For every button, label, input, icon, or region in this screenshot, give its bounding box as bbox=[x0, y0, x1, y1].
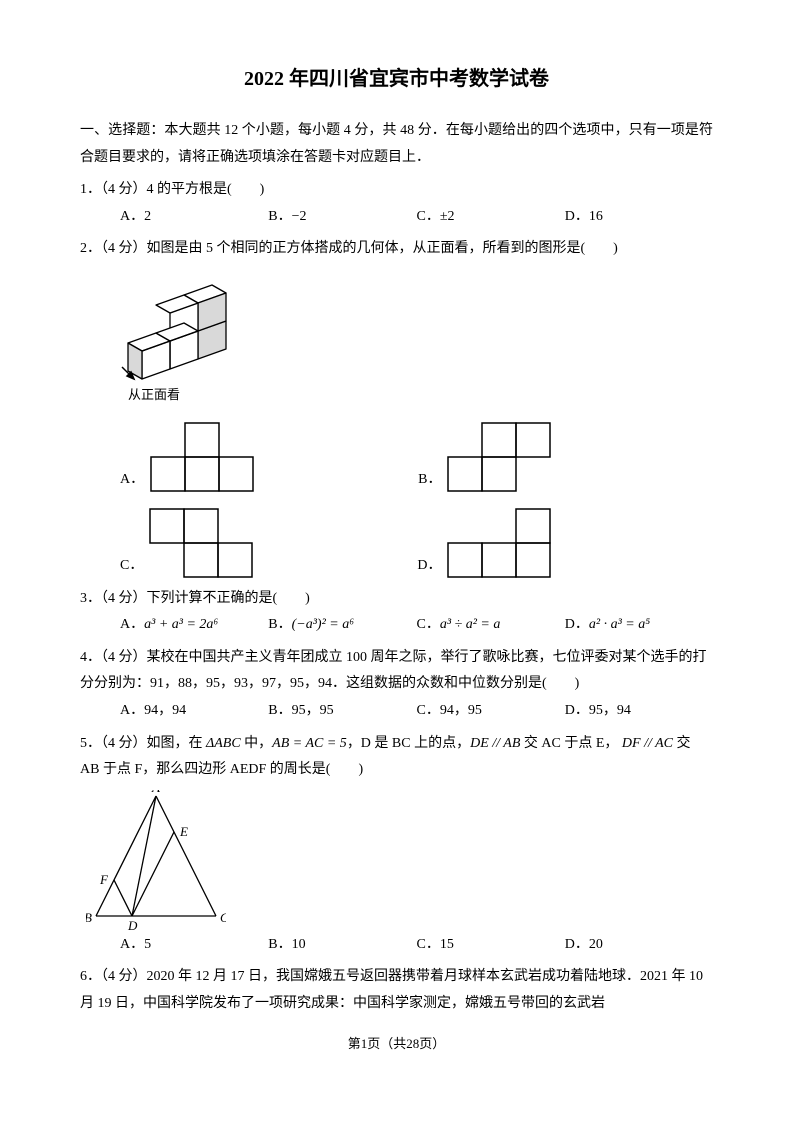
svg-text:D: D bbox=[127, 918, 138, 930]
q2-opt-c-label: C． bbox=[120, 553, 143, 580]
q5-stem: 5．（4 分）如图，在 ΔABC 中，AB = AC = 5，D 是 BC 上的… bbox=[80, 731, 713, 784]
q3-opt-d: D．a² · a³ = a⁵ bbox=[565, 612, 713, 639]
q3-opt-b: B．(−a³)² = a⁶ bbox=[268, 612, 416, 639]
svg-text:B: B bbox=[86, 910, 92, 925]
q4-opt-a: A．94，94 bbox=[120, 698, 268, 725]
q5-opt-c: C．15 bbox=[417, 932, 565, 959]
q2-cube-figure bbox=[120, 271, 713, 381]
svg-text:E: E bbox=[179, 824, 188, 839]
q5-opt-b: B．10 bbox=[268, 932, 416, 959]
page-footer: 第1页（共28页） bbox=[80, 1032, 713, 1057]
q2-view-label: 从正面看 bbox=[128, 383, 713, 408]
question-2: 2．（4 分）如图是由 5 个相同的正方体搭成的几何体，从正面看，所看到的图形是… bbox=[80, 236, 713, 579]
q4-opt-d: D．95，94 bbox=[565, 698, 713, 725]
q1-opt-a: A．2 bbox=[120, 204, 268, 231]
q2-opt-c-figure bbox=[149, 508, 257, 580]
q1-stem: 1．（4 分）4 的平方根是( ) bbox=[80, 177, 713, 204]
svg-text:C: C bbox=[220, 910, 226, 925]
q2-opt-a-label: A． bbox=[120, 467, 144, 494]
q1-opt-d: D．16 bbox=[565, 204, 713, 231]
question-1: 1．（4 分）4 的平方根是( ) A．2 B．−2 C．±2 D．16 bbox=[80, 177, 713, 230]
question-5: 5．（4 分）如图，在 ΔABC 中，AB = AC = 5，D 是 BC 上的… bbox=[80, 731, 713, 959]
q4-stem: 4．（4 分）某校在中国共产主义青年团成立 100 周年之际，举行了歌咏比赛，七… bbox=[80, 645, 713, 698]
question-6: 6．（4 分）2020 年 12 月 17 日，我国嫦娥五号返回器携带着月球样本… bbox=[80, 964, 713, 1017]
q2-stem: 2．（4 分）如图是由 5 个相同的正方体搭成的几何体，从正面看，所看到的图形是… bbox=[80, 236, 713, 263]
q2-opt-d-label: D． bbox=[417, 553, 441, 580]
q5-opt-a: A．5 bbox=[120, 932, 268, 959]
q2-opt-b-figure bbox=[447, 422, 555, 494]
q3-stem: 3．（4 分）下列计算不正确的是( ) bbox=[80, 586, 713, 613]
svg-text:F: F bbox=[99, 872, 109, 887]
q4-opt-b: B．95，95 bbox=[268, 698, 416, 725]
q2-opt-b-label: B． bbox=[418, 467, 441, 494]
section-1-header: 一、选择题：本大题共 12 个小题，每小题 4 分，共 48 分．在每小题给出的… bbox=[80, 118, 713, 171]
q2-opt-a-figure bbox=[150, 422, 258, 494]
question-4: 4．（4 分）某校在中国共产主义青年团成立 100 周年之际，举行了歌咏比赛，七… bbox=[80, 645, 713, 725]
svg-text:A: A bbox=[151, 790, 160, 795]
question-3: 3．（4 分）下列计算不正确的是( ) A．a³ + a³ = 2a⁶ B．(−… bbox=[80, 586, 713, 639]
q1-opt-b: B．−2 bbox=[268, 204, 416, 231]
q5-figure: A B C D E F bbox=[86, 790, 713, 930]
q4-opt-c: C．94，95 bbox=[417, 698, 565, 725]
q6-stem: 6．（4 分）2020 年 12 月 17 日，我国嫦娥五号返回器携带着月球样本… bbox=[80, 964, 713, 1017]
page-title: 2022 年四川省宜宾市中考数学试卷 bbox=[80, 60, 713, 98]
q5-opt-d: D．20 bbox=[565, 932, 713, 959]
q2-opt-d-figure bbox=[447, 508, 555, 580]
q3-opt-c: C．a³ ÷ a² = a bbox=[417, 612, 565, 639]
q3-opt-a: A．a³ + a³ = 2a⁶ bbox=[120, 612, 268, 639]
q1-opt-c: C．±2 bbox=[417, 204, 565, 231]
